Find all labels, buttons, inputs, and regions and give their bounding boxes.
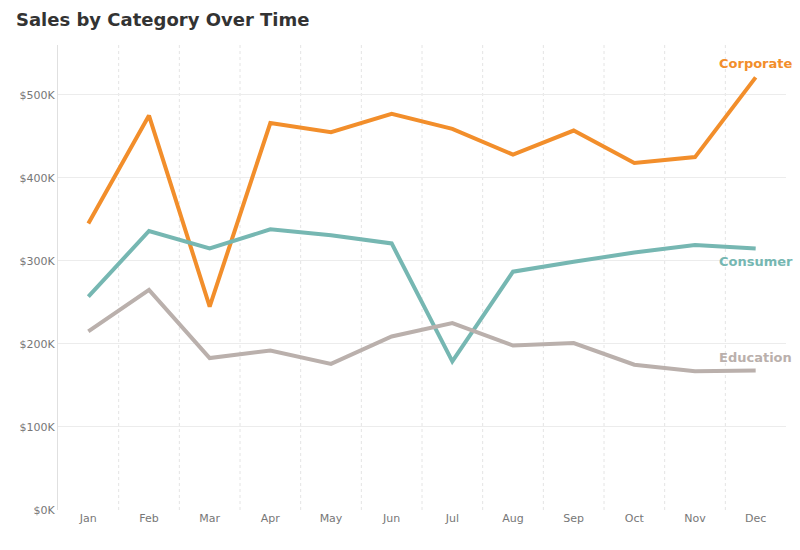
svg-text:Consumer: Consumer (719, 254, 793, 269)
svg-text:$0K: $0K (34, 504, 56, 517)
svg-text:Jul: Jul (445, 512, 459, 525)
svg-text:Nov: Nov (684, 512, 706, 525)
svg-text:$300K: $300K (20, 255, 56, 268)
svg-text:Sales by Category Over Time: Sales by Category Over Time (16, 9, 309, 30)
svg-text:Sep: Sep (563, 512, 584, 525)
svg-text:Education: Education (719, 350, 792, 365)
svg-text:Aug: Aug (502, 512, 523, 525)
svg-text:$400K: $400K (20, 172, 56, 185)
svg-text:May: May (320, 512, 343, 525)
svg-text:Jun: Jun (382, 512, 400, 525)
svg-text:$200K: $200K (20, 338, 56, 351)
svg-text:$100K: $100K (20, 421, 56, 434)
svg-text:Corporate: Corporate (719, 56, 793, 71)
svg-text:Oct: Oct (625, 512, 645, 525)
svg-text:Jan: Jan (79, 512, 97, 525)
svg-text:$500K: $500K (20, 89, 56, 102)
svg-text:Dec: Dec (745, 512, 766, 525)
svg-text:Feb: Feb (139, 512, 158, 525)
svg-text:Apr: Apr (261, 512, 281, 525)
svg-text:Mar: Mar (199, 512, 220, 525)
